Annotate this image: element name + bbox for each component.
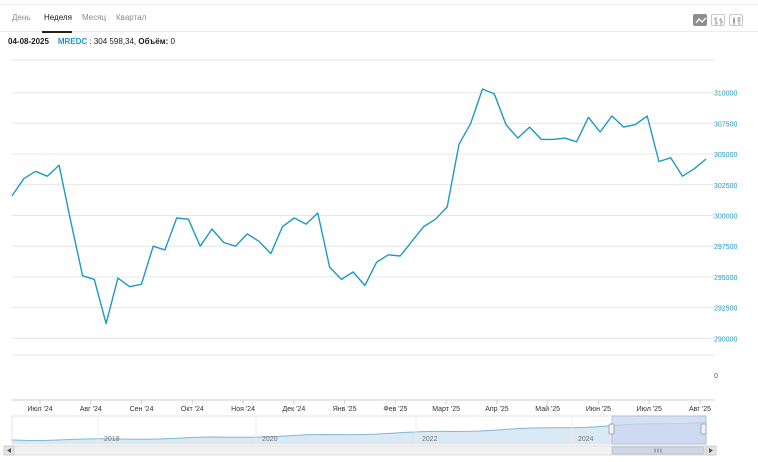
y-tick-label: 297500 [714, 244, 737, 251]
line-chart-icon [695, 17, 707, 24]
x-tick-label: Май '25 [535, 405, 560, 413]
navigator-area [12, 422, 706, 444]
navigator-year-label: 2018 [104, 436, 120, 443]
x-tick-label: Авг '25 [689, 406, 711, 413]
y-tick-label: 290000 [714, 336, 737, 343]
y-tick-label: 302500 [714, 183, 737, 190]
y-tick-label: 295000 [714, 275, 737, 282]
ohlc-bars-button[interactable] [711, 14, 725, 26]
y-tick-label: 292500 [714, 306, 737, 313]
info-value: 304 598,34 [93, 37, 134, 46]
info-date: 04-08-2025 [8, 37, 49, 46]
tab-day[interactable]: День [12, 13, 31, 22]
scrollbar-grip-icon [654, 448, 662, 453]
ohlc-bars-icon [714, 17, 723, 25]
x-tick-label: Июл '25 [637, 406, 662, 413]
x-tick-label: Дек '24 [282, 406, 305, 413]
tab-quarter[interactable]: Квартал [116, 13, 147, 22]
navigator-year-label: 2024 [578, 436, 594, 443]
x-tick-label: Янв '25 [333, 406, 357, 413]
y-tick-label: 310000 [714, 91, 737, 98]
navigator-right-handle[interactable] [700, 423, 707, 435]
price-line [11, 88, 707, 325]
active-tab-underline [42, 31, 72, 33]
tab-week[interactable]: Неделя [44, 13, 72, 22]
info-volume-label: Объём: [138, 37, 169, 46]
y-tick-label: 307500 [714, 121, 737, 128]
x-tick-label: Фев '25 [383, 406, 407, 413]
info-line: 04-08-2025 MREDC : 304 598,34, Объём: 0 [8, 37, 175, 46]
volume-tick-label: 0 [714, 373, 718, 380]
candlestick-button[interactable] [729, 14, 743, 26]
scroll-right-arrow-icon [709, 448, 713, 453]
x-tick-label: Сен '24 [130, 406, 154, 413]
x-tick-label: Март '25 [432, 406, 460, 413]
navigator-left-handle[interactable] [608, 423, 615, 435]
x-tick-label: Апр '25 [485, 406, 509, 413]
navigator-year-label: 2020 [262, 436, 278, 443]
x-tick-label: Авг '24 [80, 406, 102, 413]
info-volume-value: 0 [170, 37, 175, 46]
tab-month[interactable]: Месяц [82, 13, 107, 22]
y-tick-label: 300000 [714, 214, 737, 221]
x-tick-label: Ноя '24 [231, 406, 255, 413]
line-chart-button[interactable] [693, 14, 707, 26]
navigator-year-label: 2022 [422, 436, 438, 443]
period-toolbar: День Неделя Месяц Квартал [0, 4, 758, 33]
x-tick-label: Окт '24 [181, 406, 204, 413]
navigator-line [11, 421, 707, 441]
scroll-left-arrow-icon [7, 448, 11, 453]
candlestick-icon [733, 17, 741, 25]
x-tick-label: Июн '25 [586, 406, 611, 413]
scrollbar-track[interactable] [3, 445, 717, 456]
x-tick-label: Июл '24 [27, 406, 52, 413]
y-tick-label: 305000 [714, 152, 737, 159]
info-separator: : [87, 37, 94, 46]
info-ticker: MREDC [57, 37, 88, 46]
navigator-selection[interactable] [611, 415, 707, 445]
